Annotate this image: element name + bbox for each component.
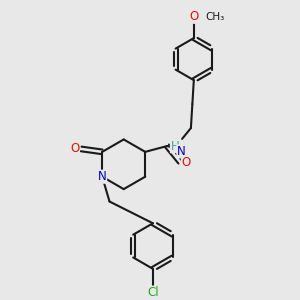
Text: O: O [182,156,191,169]
Text: CH₃: CH₃ [205,12,224,22]
Text: H: H [170,140,179,153]
Text: N: N [98,170,106,183]
Text: O: O [189,10,198,23]
Text: N: N [177,145,186,158]
Text: Cl: Cl [147,286,159,299]
Text: O: O [70,142,80,155]
